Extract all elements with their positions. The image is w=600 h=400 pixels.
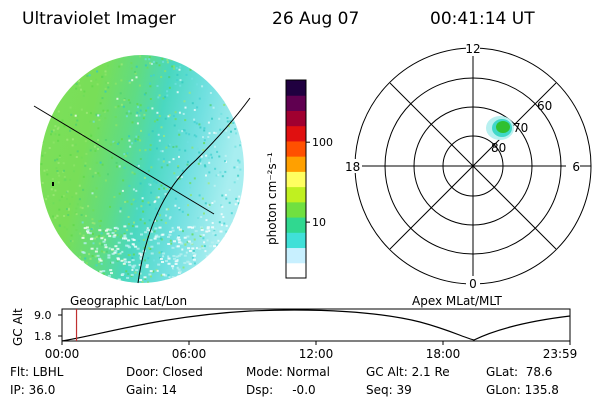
uv-image-disk [33, 55, 251, 284]
x-tick-label: 06:00 [172, 347, 207, 361]
altitude-curve [61, 309, 571, 342]
colorbar-tick-label: 100 [312, 136, 333, 149]
latitude-arc [137, 97, 251, 284]
colorbar-cell [286, 140, 306, 157]
colorbar-cell [286, 262, 306, 279]
apex-panel-label: Apex MLat/MLT [412, 294, 502, 308]
lat-label-70: 70 [513, 121, 528, 135]
status-footer: Flt: LBHL IP: 36.0 Door: Closed Gain: 14… [10, 365, 559, 397]
colorbar-unit-label: photon cm⁻²s⁻¹ [265, 152, 279, 245]
lat-label-80: 80 [491, 141, 506, 155]
x-tick-label: 23:59 [543, 347, 578, 361]
timeline-y-label: GC Alt [11, 308, 25, 346]
image-speck [52, 182, 54, 186]
lat-label-60: 60 [537, 99, 552, 113]
aurora-blob [486, 116, 514, 140]
colorbar-cell [286, 186, 306, 203]
colorbar-cell [286, 232, 306, 249]
mode-status: Mode: Normal [246, 365, 330, 379]
colorbar: 100 10 photon cm⁻²s⁻¹ [265, 79, 333, 279]
colorbar-cell [286, 110, 306, 127]
dsp-status: Dsp: -0.0 [246, 383, 316, 397]
colorbar-frame [285, 79, 307, 279]
x-tick-label: 00:00 [45, 347, 80, 361]
observation-time: 00:41:14 UT [430, 9, 535, 29]
altitude-timeline: GC Alt 9.0 1.8 00:00 06:00 12:00 18:00 23:59 [11, 308, 577, 361]
colorbar-cell [286, 171, 306, 188]
x-tick-label: 18:00 [426, 347, 461, 361]
filter-status: Flt: LBHL [10, 365, 64, 379]
y-tick-9: 9.0 [34, 309, 52, 322]
polar-diagonal-2 [389, 82, 557, 250]
mlt-label-6: 6 [572, 160, 580, 174]
colorbar-cell [286, 80, 306, 96]
door-status: Door: Closed [126, 365, 203, 379]
gc-altitude-status: GC Alt: 2.1 Re [366, 365, 450, 379]
glon-status: GLon: 135.8 [486, 383, 559, 397]
glat-status: GLat: 78.6 [486, 365, 552, 379]
observation-date: 26 Aug 07 [272, 9, 359, 29]
colorbar-cell [286, 95, 306, 111]
instrument-title: Ultraviolet Imager [22, 9, 176, 29]
colorbar-cell [286, 247, 306, 264]
terminator-line [33, 105, 215, 215]
colorbar-cell [286, 125, 306, 142]
ip-status: IP: 36.0 [10, 383, 55, 397]
colorbar-cell [286, 217, 306, 233]
sequence-status: Seq: 39 [366, 383, 412, 397]
polar-plot: 12 6 0 18 60 70 80 [344, 42, 592, 291]
colorbar-cell [286, 201, 306, 218]
mlt-label-12: 12 [465, 42, 480, 56]
x-tick-label: 12:00 [299, 347, 334, 361]
geographic-panel-label: Geographic Lat/Lon [70, 294, 187, 308]
y-tick-1.8: 1.8 [34, 330, 52, 343]
colorbar-tick-label: 10 [312, 216, 326, 229]
mlt-label-0: 0 [469, 277, 477, 291]
gain-status: Gain: 14 [126, 383, 177, 397]
mlt-label-18: 18 [345, 160, 360, 174]
colorbar-cell [286, 156, 306, 172]
